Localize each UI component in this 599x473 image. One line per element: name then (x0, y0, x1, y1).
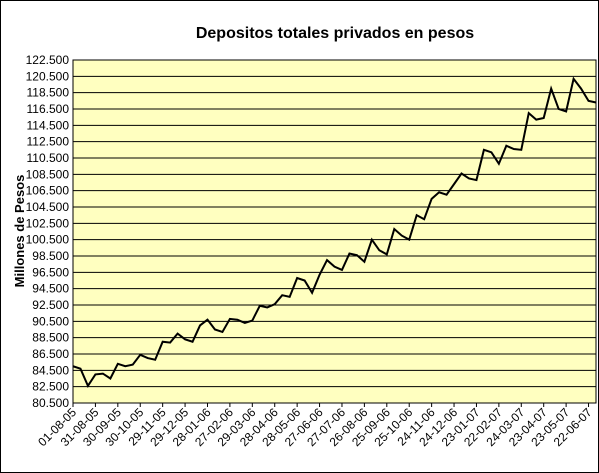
y-axis-label: Millones de Pesos (12, 175, 27, 288)
y-tick-label: 84.500 (32, 363, 69, 377)
y-tick-label: 112.500 (27, 135, 70, 149)
y-tick-label: 122.500 (26, 53, 70, 67)
y-tick-label: 88.500 (32, 331, 69, 345)
y-tick-label: 100.500 (26, 233, 70, 247)
y-tick-label: 98.500 (32, 249, 69, 263)
y-tick-label: 102.500 (26, 216, 70, 230)
y-tick-label: 108.500 (26, 167, 70, 181)
y-tick-label: 114.500 (27, 118, 70, 132)
y-tick-label: 116.500 (27, 102, 70, 116)
y-tick-label: 86.500 (32, 347, 69, 361)
y-tick-label: 120.500 (26, 69, 70, 83)
y-tick-label: 90.500 (32, 314, 69, 328)
y-tick-label: 80.500 (32, 396, 69, 410)
data-line (72, 76, 597, 388)
chart-title: Depositos totales privados en pesos (196, 25, 474, 42)
y-tick-label: 104.500 (26, 200, 70, 214)
y-tick-label: 94.500 (32, 282, 69, 296)
y-tick-label: 118.500 (27, 86, 70, 100)
y-tick-label: 92.500 (32, 298, 69, 312)
plot-area (72, 59, 597, 404)
y-tick-label: 106.500 (26, 184, 70, 198)
y-tick-label: 110.500 (27, 151, 70, 165)
y-tick-label: 96.500 (32, 265, 69, 279)
y-tick-label: 82.500 (32, 380, 69, 394)
